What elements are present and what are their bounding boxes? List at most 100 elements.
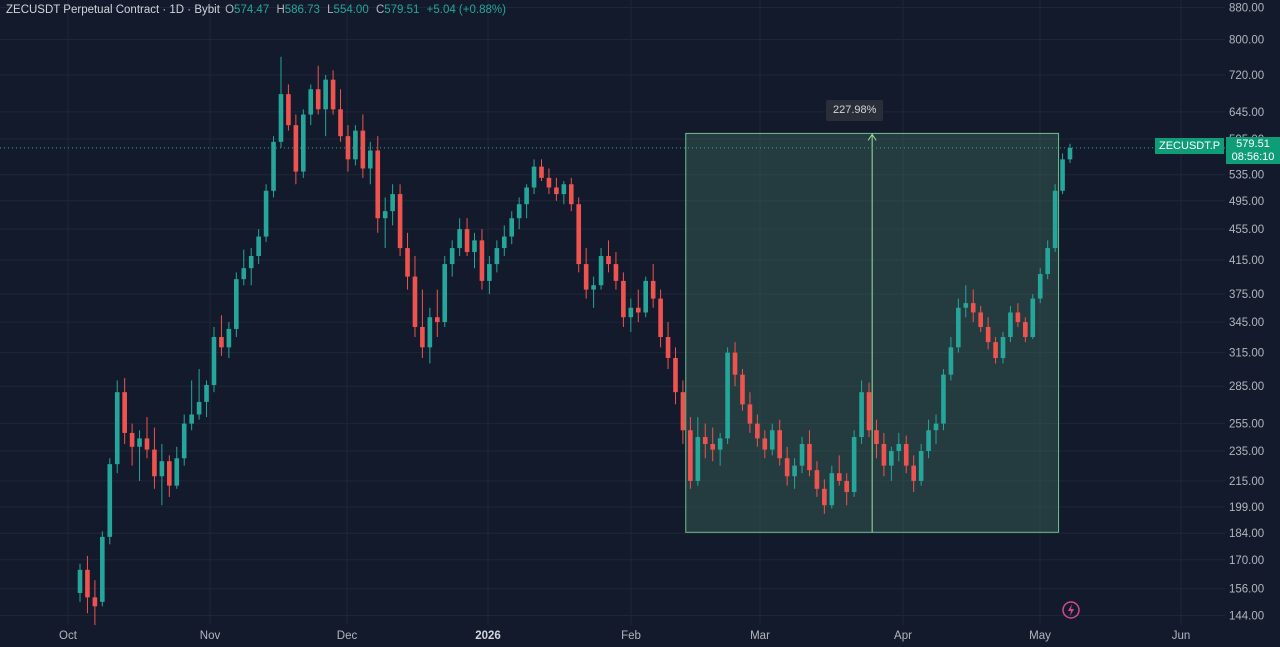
candle-body-99 — [814, 470, 820, 489]
candle-body-69 — [591, 285, 596, 290]
candle-body-124 — [1000, 336, 1006, 358]
y-tick-label-18: 170.00 — [1229, 555, 1264, 567]
candle-body-68 — [583, 264, 589, 290]
candle-body-33 — [323, 79, 328, 110]
candle-body-113 — [918, 451, 924, 481]
y-tick-label-16: 199.00 — [1229, 502, 1264, 514]
legend-change: +5.04 (+0.88%) — [426, 4, 506, 16]
last-price-value: 579.51 — [1236, 138, 1270, 150]
candle-body-34 — [330, 79, 336, 110]
candle-body-23 — [248, 255, 254, 269]
candle-body-81 — [680, 392, 686, 431]
legend-title: ZECUSDT Perpetual Contract · 1D · Bybit — [6, 4, 220, 16]
candle-body-37 — [353, 130, 358, 160]
candle-body-77 — [650, 280, 656, 299]
legend-high-label: H — [276, 4, 285, 16]
candle-body-84 — [702, 437, 708, 444]
candle-body-48 — [434, 317, 440, 323]
candle-body-103 — [844, 480, 849, 493]
candle-body-123 — [993, 342, 998, 358]
candle-body-29 — [293, 125, 299, 172]
candle-body-125 — [1008, 312, 1013, 337]
candle-body-40 — [375, 150, 381, 219]
legend-high-value: 586.73 — [284, 4, 320, 16]
candle-body-98 — [807, 443, 812, 471]
candle-body-111 — [903, 443, 909, 466]
x-tick-label-4: Feb — [621, 630, 641, 642]
candle-body-4 — [107, 464, 113, 537]
x-tick-label-5: Mar — [750, 630, 770, 642]
candle-body-89 — [740, 374, 745, 405]
candle-body-24 — [256, 236, 261, 256]
candle-body-55 — [487, 264, 492, 281]
x-tick-label-7: May — [1029, 630, 1051, 642]
candle-body-126 — [1015, 312, 1021, 323]
x-tick-label-6: Apr — [894, 630, 912, 642]
x-tick-label-8: Jun — [1172, 630, 1191, 642]
candle-body-67 — [576, 204, 582, 265]
y-tick-label-7: 455.00 — [1229, 224, 1264, 236]
candle-body-21 — [234, 279, 239, 329]
candle-body-56 — [494, 248, 500, 265]
candle-body-102 — [836, 473, 842, 481]
candle-body-112 — [911, 465, 916, 481]
candle-body-60 — [524, 187, 529, 205]
candle-body-17 — [204, 385, 209, 402]
candle-body-6 — [122, 392, 127, 433]
y-tick-label-20: 144.00 — [1229, 611, 1264, 623]
legend-close-label: C — [375, 4, 385, 16]
y-tick-label-10: 345.00 — [1229, 317, 1264, 329]
candle-body-91 — [755, 423, 760, 439]
candle-body-65 — [561, 184, 567, 195]
candle-body-66 — [568, 184, 574, 205]
candle-body-20 — [226, 328, 232, 348]
legend-open-value: 574.47 — [234, 4, 270, 16]
x-tick-label-2: Dec — [337, 630, 358, 642]
candle-body-7 — [129, 432, 135, 447]
y-tick-label-5: 535.00 — [1229, 170, 1264, 182]
symbol-price-badge: ZECUSDT.P — [1155, 138, 1225, 154]
candle-body-2 — [92, 597, 98, 607]
candle-body-9 — [144, 438, 150, 450]
candle-body-50 — [449, 248, 455, 265]
candle-body-16 — [196, 401, 202, 415]
candle-body-14 — [181, 423, 187, 459]
y-tick-label-17: 184.00 — [1229, 528, 1264, 540]
candle-body-25 — [263, 190, 269, 237]
x-tick-label-0: Oct — [59, 630, 78, 642]
candle-body-105 — [859, 392, 864, 438]
x-tick-label-3: 2026 — [475, 630, 501, 642]
candle-body-93 — [769, 430, 775, 450]
bar-countdown: 08:56:10 — [1231, 151, 1275, 163]
candle-body-117 — [948, 347, 954, 375]
candle-body-61 — [531, 166, 537, 188]
candle-body-92 — [762, 438, 768, 450]
candle-body-128 — [1030, 298, 1036, 337]
candle-body-47 — [427, 317, 433, 348]
y-tick-label-19: 156.00 — [1229, 584, 1264, 596]
candle-body-79 — [665, 336, 671, 358]
candle-body-90 — [747, 404, 753, 424]
y-tick-label-3: 645.00 — [1229, 107, 1264, 119]
candle-body-36 — [345, 136, 351, 160]
candle-body-100 — [822, 488, 827, 506]
lightning-bolt-icon[interactable] — [1062, 601, 1080, 619]
candle-body-0 — [77, 569, 83, 593]
last-price-badge: 579.51 08:56:10 — [1226, 137, 1280, 164]
candle-body-51 — [457, 229, 462, 249]
candle-body-101 — [829, 473, 835, 506]
candle-body-133 — [1067, 147, 1073, 160]
candle-body-85 — [710, 443, 716, 450]
candle-body-42 — [390, 194, 395, 212]
candle-body-87 — [725, 352, 730, 439]
candle-body-3 — [100, 536, 105, 602]
candle-body-59 — [516, 204, 522, 219]
candle-body-132 — [1060, 159, 1065, 191]
y-tick-label-8: 415.00 — [1229, 255, 1264, 267]
candle-body-76 — [643, 280, 649, 313]
y-tick-label-9: 375.00 — [1229, 289, 1264, 301]
candle-body-88 — [732, 352, 738, 375]
candle-body-115 — [933, 423, 939, 431]
